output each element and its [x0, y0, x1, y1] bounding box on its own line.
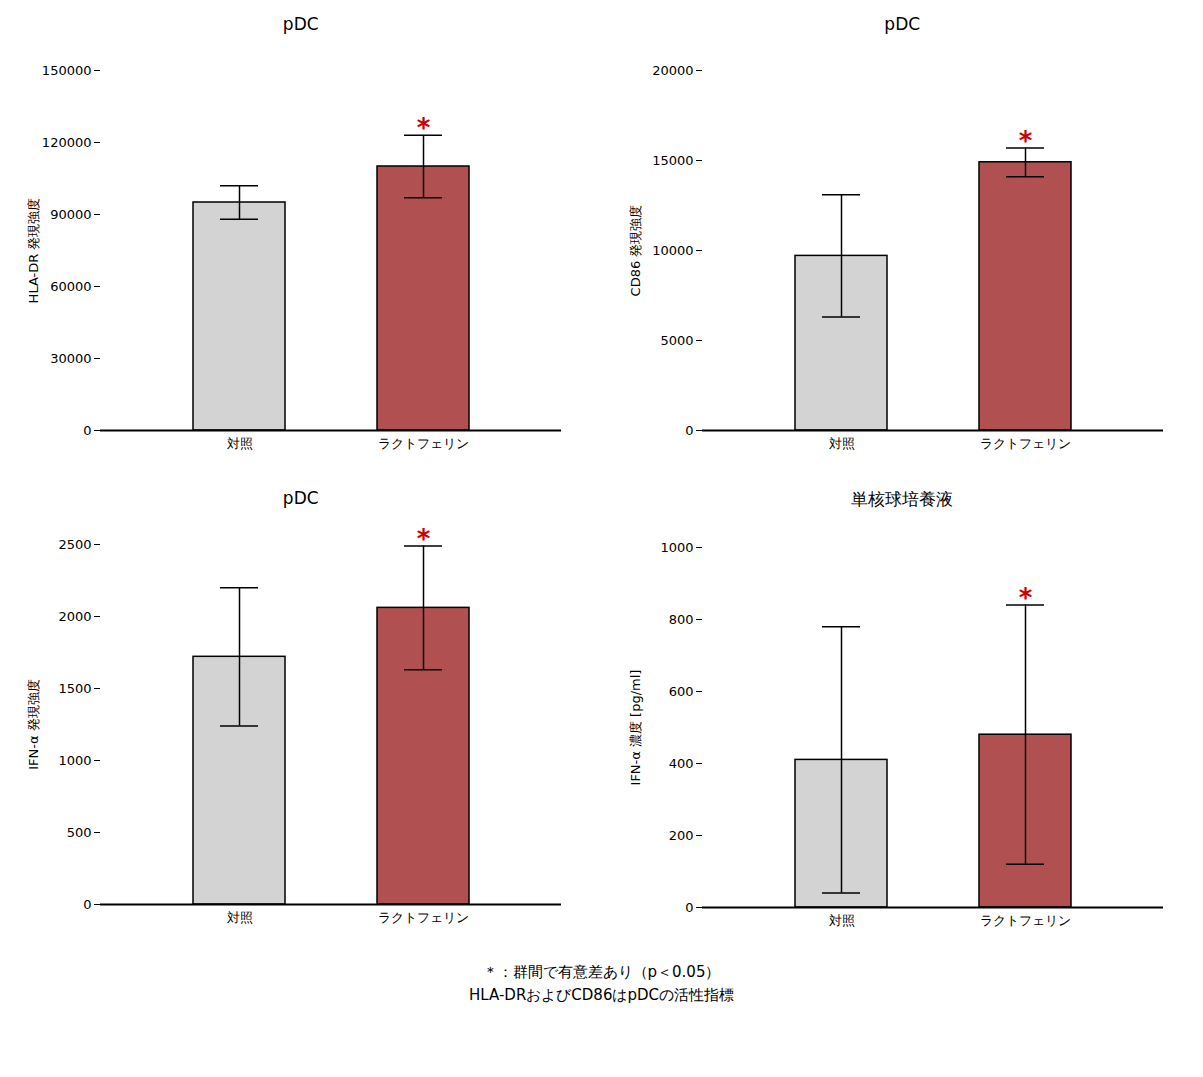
svg-text:500: 500 — [67, 825, 92, 840]
svg-text:対照: 対照 — [227, 436, 253, 451]
svg-text:ラクトフェリン: ラクトフェリン — [980, 436, 1071, 451]
svg-text:0: 0 — [685, 423, 693, 438]
html-text:HLA-DRおよびCD86はpDCの活性指標: HLA-DRおよびCD86はpDCの活性指標 — [469, 985, 734, 1004]
svg-text:1500: 1500 — [58, 681, 91, 696]
svg-text:IFN-α 濃度 [pg/ml]: IFN-α 濃度 [pg/ml] — [627, 670, 642, 786]
svg-text:150000: 150000 — [42, 63, 92, 78]
svg-text:対照: 対照 — [828, 913, 854, 928]
svg-text:2000: 2000 — [58, 609, 91, 624]
svg-text:0: 0 — [685, 900, 693, 915]
html-text:pDC: pDC — [282, 488, 319, 508]
svg-text:90000: 90000 — [50, 207, 91, 222]
svg-text:1000: 1000 — [58, 753, 91, 768]
svg-text:対照: 対照 — [828, 436, 854, 451]
svg-text:10000: 10000 — [652, 243, 693, 258]
svg-text:2500: 2500 — [58, 537, 91, 552]
svg-text:1000: 1000 — [660, 540, 693, 555]
svg-text:0: 0 — [83, 897, 91, 912]
html-text:＊：群間で有意差あり（p＜0.05）: ＊：群間で有意差あり（p＜0.05） — [482, 963, 721, 981]
svg-text:5000: 5000 — [660, 333, 693, 348]
svg-text:120000: 120000 — [42, 135, 92, 150]
svg-text:600: 600 — [668, 684, 693, 699]
svg-text:60000: 60000 — [50, 279, 91, 294]
svg-text:15000: 15000 — [652, 153, 693, 168]
svg-text:0: 0 — [83, 423, 91, 438]
svg-text:*: * — [1018, 583, 1032, 613]
svg-text:ラクトフェリン: ラクトフェリン — [980, 913, 1071, 928]
html-text:pDC: pDC — [282, 14, 319, 34]
svg-text:*: * — [1018, 126, 1032, 156]
svg-text:200: 200 — [668, 828, 693, 843]
svg-text:CD86 発現強度: CD86 発現強度 — [627, 205, 642, 297]
svg-text:30000: 30000 — [50, 351, 91, 366]
svg-text:HLA-DR 発現強度: HLA-DR 発現強度 — [26, 198, 41, 304]
svg-text:*: * — [417, 113, 431, 143]
svg-text:*: * — [417, 524, 431, 554]
html-text:pDC: pDC — [884, 14, 921, 34]
svg-text:800: 800 — [668, 612, 693, 627]
svg-text:IFN-α 発現強度: IFN-α 発現強度 — [26, 679, 41, 769]
svg-text:20000: 20000 — [652, 63, 693, 78]
svg-text:ラクトフェリン: ラクトフェリン — [378, 910, 469, 925]
html-text:単核球培養液: 単核球培養液 — [851, 489, 954, 509]
svg-text:ラクトフェリン: ラクトフェリン — [378, 436, 469, 451]
svg-text:対照: 対照 — [227, 910, 253, 925]
svg-text:400: 400 — [668, 756, 693, 771]
